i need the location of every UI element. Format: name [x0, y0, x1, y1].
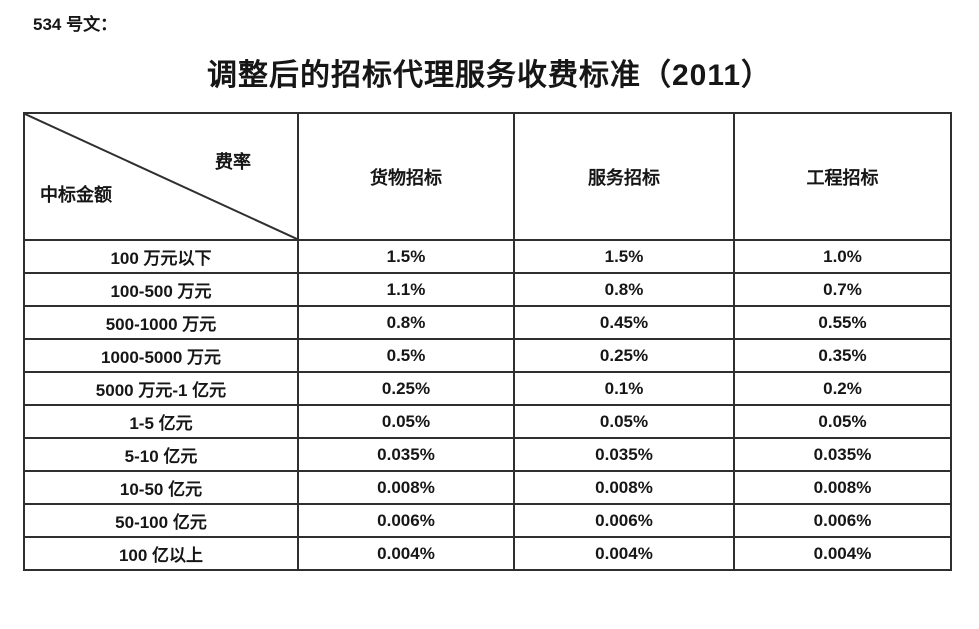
column-header-service: 服务招标 — [513, 112, 735, 241]
service-rate-cell: 0.05% — [513, 404, 735, 439]
service-rate-cell: 0.004% — [513, 536, 735, 571]
table-row: 500-1000 万元 0.8% 0.45% 0.55% — [23, 305, 952, 340]
engineering-rate-cell: 0.004% — [733, 536, 952, 571]
service-rate-cell: 0.006% — [513, 503, 735, 538]
doc-number-label: 534 号文： — [33, 15, 118, 34]
engineering-rate-cell: 0.006% — [733, 503, 952, 538]
table-row: 5-10 亿元 0.035% 0.035% 0.035% — [23, 437, 952, 472]
goods-rate-cell: 0.05% — [297, 404, 515, 439]
service-rate-cell: 0.8% — [513, 272, 735, 307]
service-rate-cell: 0.25% — [513, 338, 735, 373]
goods-rate-cell: 0.006% — [297, 503, 515, 538]
goods-rate-cell: 1.1% — [297, 272, 515, 307]
engineering-rate-cell: 0.05% — [733, 404, 952, 439]
amount-cell: 100 亿以上 — [23, 536, 299, 571]
goods-rate-cell: 0.25% — [297, 371, 515, 406]
engineering-rate-cell: 1.0% — [733, 239, 952, 274]
service-rate-cell: 0.45% — [513, 305, 735, 340]
engineering-rate-cell: 0.7% — [733, 272, 952, 307]
service-rate-cell: 1.5% — [513, 239, 735, 274]
column-header-goods: 货物招标 — [297, 112, 515, 241]
goods-rate-cell: 0.5% — [297, 338, 515, 373]
diagonal-line — [25, 114, 297, 239]
amount-cell: 1-5 亿元 — [23, 404, 299, 439]
service-rate-cell: 0.1% — [513, 371, 735, 406]
amount-cell: 100-500 万元 — [23, 272, 299, 307]
amount-cell: 5-10 亿元 — [23, 437, 299, 472]
engineering-rate-cell: 0.035% — [733, 437, 952, 472]
table-row: 5000 万元-1 亿元 0.25% 0.1% 0.2% — [23, 371, 952, 406]
engineering-rate-cell: 0.35% — [733, 338, 952, 373]
service-rate-cell: 0.008% — [513, 470, 735, 505]
engineering-rate-cell: 0.008% — [733, 470, 952, 505]
table-row: 1-5 亿元 0.05% 0.05% 0.05% — [23, 404, 952, 439]
engineering-rate-cell: 0.55% — [733, 305, 952, 340]
engineering-rate-cell: 0.2% — [733, 371, 952, 406]
page-title: 调整后的招标代理服务收费标准（2011） — [206, 59, 773, 92]
table-row: 50-100 亿元 0.006% 0.006% 0.006% — [23, 503, 952, 538]
table-row: 100 亿以上 0.004% 0.004% 0.004% — [23, 536, 952, 571]
goods-rate-cell: 0.035% — [297, 437, 515, 472]
amount-cell: 10-50 亿元 — [23, 470, 299, 505]
goods-rate-cell: 1.5% — [297, 239, 515, 274]
column-header-engineering: 工程招标 — [733, 112, 952, 241]
corner-rate-label: 费率 — [215, 152, 251, 172]
table-row: 1000-5000 万元 0.5% 0.25% 0.35% — [23, 338, 952, 373]
table-header-row: 费率 中标金额 货物招标 服务招标 工程招标 — [23, 112, 952, 241]
amount-cell: 500-1000 万元 — [23, 305, 299, 340]
corner-amount-label: 中标金额 — [40, 185, 112, 205]
amount-cell: 50-100 亿元 — [23, 503, 299, 538]
table-corner-cell: 费率 中标金额 — [23, 112, 299, 241]
amount-cell: 100 万元以下 — [23, 239, 299, 274]
service-rate-cell: 0.035% — [513, 437, 735, 472]
goods-rate-cell: 0.008% — [297, 470, 515, 505]
fee-table: 费率 中标金额 货物招标 服务招标 工程招标 100 万元以下 1.5% 1.5… — [23, 112, 952, 571]
table-row: 100 万元以下 1.5% 1.5% 1.0% — [23, 239, 952, 274]
table-row: 100-500 万元 1.1% 0.8% 0.7% — [23, 272, 952, 307]
amount-cell: 1000-5000 万元 — [23, 338, 299, 373]
table-row: 10-50 亿元 0.008% 0.008% 0.008% — [23, 470, 952, 505]
amount-cell: 5000 万元-1 亿元 — [23, 371, 299, 406]
goods-rate-cell: 0.004% — [297, 536, 515, 571]
goods-rate-cell: 0.8% — [297, 305, 515, 340]
